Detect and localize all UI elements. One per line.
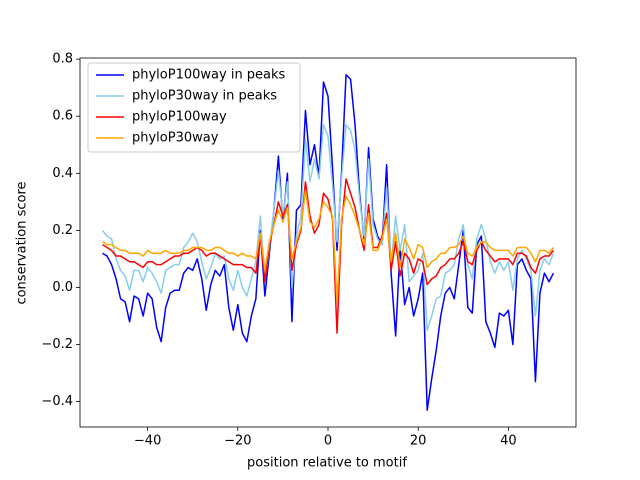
x-tick-label: 40 — [500, 434, 517, 449]
y-tick-label: −0.4 — [41, 394, 73, 409]
y-tick-label: 0.2 — [52, 223, 73, 238]
x-axis-label: position relative to motif — [247, 456, 407, 471]
series-line — [102, 178, 555, 334]
legend-label: phyloP30way — [132, 131, 219, 146]
x-tick-label: 20 — [410, 434, 427, 449]
x-tick-label: −20 — [224, 434, 251, 449]
series-line — [101, 124, 555, 332]
legend-label: phyloP100way — [132, 110, 227, 125]
series-line — [102, 74, 555, 411]
x-tick-label: −40 — [134, 434, 161, 449]
legend-box — [87, 62, 301, 153]
y-tick-label: −0.2 — [41, 337, 73, 352]
y-axis-label: conservation score — [15, 181, 30, 304]
y-tick-label: 0.6 — [52, 109, 73, 124]
legend-label: phyloP100way in peaks — [132, 68, 286, 83]
y-tick-label: 0.8 — [52, 52, 73, 67]
plot-frame — [79, 57, 577, 428]
y-tick-label: 0.0 — [52, 280, 73, 295]
y-tick-label: 0.4 — [52, 166, 73, 181]
legend-label: phyloP30way in peaks — [132, 89, 277, 104]
x-tick-label: 0 — [324, 434, 332, 449]
series-line — [102, 189, 555, 303]
